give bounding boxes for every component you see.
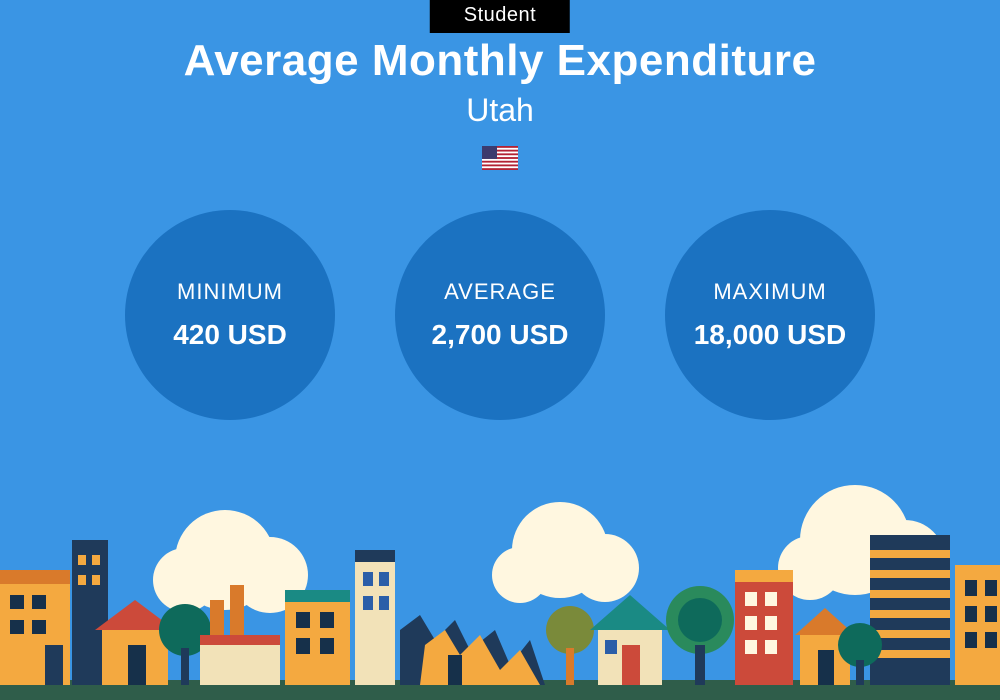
stat-value: 420 USD bbox=[173, 319, 287, 351]
page-title: Average Monthly Expenditure bbox=[0, 36, 1000, 86]
stat-value: 18,000 USD bbox=[694, 319, 847, 351]
stat-value: 2,700 USD bbox=[432, 319, 569, 351]
stat-minimum: MINIMUM 420 USD bbox=[125, 210, 335, 420]
stat-average: AVERAGE 2,700 USD bbox=[395, 210, 605, 420]
stats-row: MINIMUM 420 USD AVERAGE 2,700 USD MAXIMU… bbox=[0, 210, 1000, 420]
location-subtitle: Utah bbox=[0, 92, 1000, 129]
stat-label: MAXIMUM bbox=[713, 279, 826, 305]
audience-badge: Student bbox=[430, 0, 570, 33]
us-flag-icon bbox=[482, 146, 518, 170]
stat-label: AVERAGE bbox=[444, 279, 556, 305]
city-illustration bbox=[0, 480, 1000, 700]
audience-badge-label: Student bbox=[464, 4, 536, 26]
stat-label: MINIMUM bbox=[177, 279, 283, 305]
stat-maximum: MAXIMUM 18,000 USD bbox=[665, 210, 875, 420]
infographic-canvas: Student Average Monthly Expenditure Utah… bbox=[0, 0, 1000, 700]
